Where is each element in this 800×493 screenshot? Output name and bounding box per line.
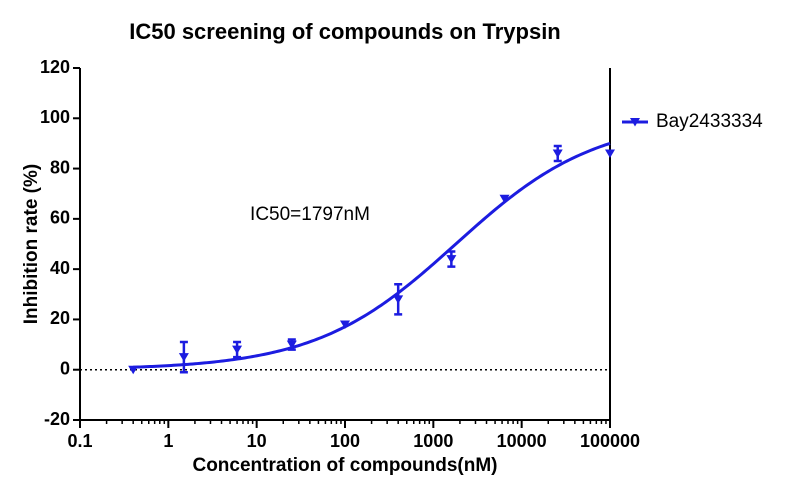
x-tick-label: 0.1 xyxy=(67,431,92,451)
data-point xyxy=(178,353,189,362)
legend-marker xyxy=(630,118,640,127)
y-tick-label: 20 xyxy=(50,308,70,328)
annotation: IC50=1797nM xyxy=(250,204,370,225)
data-point xyxy=(605,149,615,158)
y-tick-label: 80 xyxy=(50,157,70,177)
x-tick-label: 10 xyxy=(247,431,267,451)
data-point xyxy=(128,365,139,375)
data-point xyxy=(340,320,350,329)
y-tick-label: 40 xyxy=(50,258,70,278)
data-point xyxy=(446,255,457,264)
x-axis-label: Concentration of compounds(nM) xyxy=(192,455,497,476)
data-point xyxy=(232,345,243,355)
x-tick-label: 100000 xyxy=(580,431,640,451)
x-tick-label: 100 xyxy=(330,431,360,451)
y-tick-label: 120 xyxy=(40,57,70,77)
y-tick-label: 60 xyxy=(50,208,70,228)
data-point xyxy=(552,149,563,158)
data-point xyxy=(286,340,297,350)
x-tick-label: 10000 xyxy=(497,431,547,451)
data-point xyxy=(393,295,404,304)
fit-curve xyxy=(132,141,611,369)
x-tick-label: 1 xyxy=(163,431,173,451)
y-axis-label: Inhibition rate (%) xyxy=(21,164,42,324)
data-point xyxy=(499,194,510,204)
x-tick-label: 1000 xyxy=(413,431,453,451)
y-tick-label: 0 xyxy=(60,358,70,378)
chart-title: IC50 screening of compounds on Trypsin xyxy=(129,19,561,44)
y-tick-label: 100 xyxy=(40,107,70,127)
legend-label: Bay2433334 xyxy=(656,111,763,132)
y-tick-label: -20 xyxy=(44,409,70,429)
